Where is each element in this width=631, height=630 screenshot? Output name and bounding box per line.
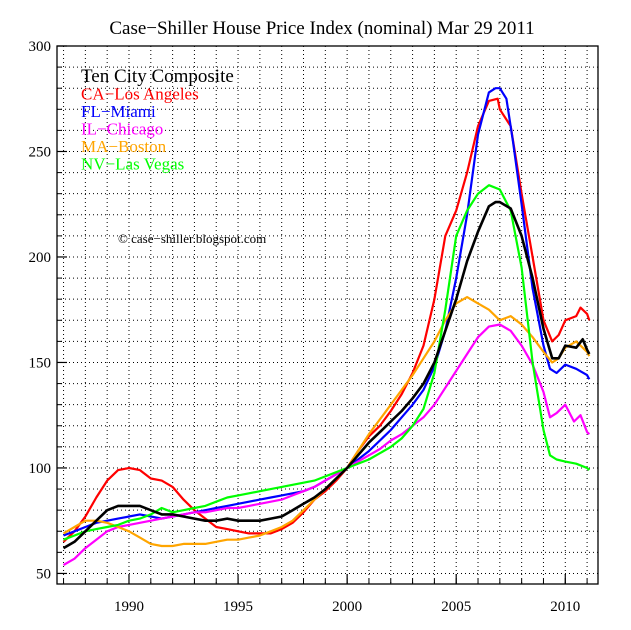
x-tick-label: 2000: [332, 599, 362, 615]
chart-title: Case−Shiller House Price Index (nominal)…: [109, 18, 534, 39]
y-tick-label: 200: [29, 250, 52, 266]
series-line-ten-city-composite: [62, 200, 591, 550]
legend-item-nv-las-vegas: NV−Las Vegas: [81, 155, 184, 174]
y-tick-label: 150: [29, 355, 52, 371]
x-tick-label: 2005: [441, 599, 471, 615]
legend-item-ma-boston: MA−Boston: [81, 137, 167, 156]
legend-item-il-chicago: IL−Chicago: [81, 120, 163, 139]
legend-item-ten-city-composite: Ten City Composite: [81, 66, 234, 87]
axis-ticks: 1990 1995 2000 2005 2010 50 100 150 200 250 300: [29, 39, 588, 615]
y-tick-label: 50: [36, 566, 51, 582]
legend-item-fl-miami: FL−Miami: [81, 102, 156, 121]
y-tick-label: 100: [29, 461, 52, 477]
x-tick-label: 2010: [550, 599, 580, 615]
legend-item-ca-los-angeles: CA−Los Angeles: [81, 85, 199, 104]
series-layer: [62, 87, 591, 566]
y-tick-label: 300: [29, 39, 52, 55]
plot-frame: [56, 45, 599, 585]
x-tick-label: 1995: [223, 599, 253, 615]
x-tick-label: 1990: [114, 599, 144, 615]
y-tick-label: 250: [29, 144, 52, 160]
copyright-annotation: © case−shiller.blogspot.com: [118, 231, 266, 246]
